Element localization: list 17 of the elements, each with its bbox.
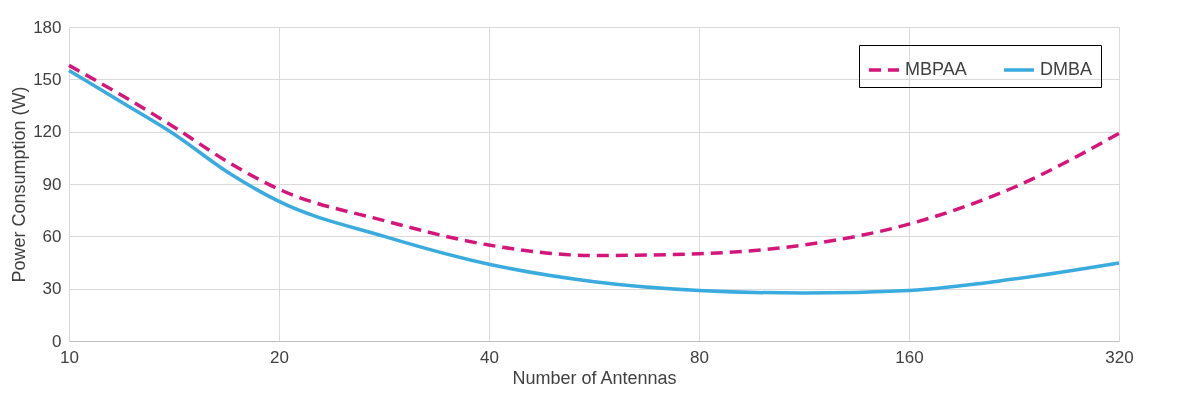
x-axis-title: Number of Antennas [512, 367, 677, 388]
x-tick-label: 20 [270, 347, 289, 367]
legend-label: MBPAA [905, 59, 967, 79]
y-tick-label: 30 [42, 279, 62, 299]
y-axis-title: Power Consumption (W) [9, 86, 30, 283]
y-tick-label: 60 [42, 226, 62, 246]
x-tick-label: 320 [1105, 347, 1134, 367]
x-tick-label: 10 [60, 347, 79, 367]
x-tick-label: 40 [480, 347, 499, 367]
y-tick-label: 180 [33, 17, 62, 37]
y-tick-label: 150 [33, 69, 62, 89]
legend-label: DMBA [1040, 59, 1093, 79]
x-tick-label: 80 [690, 347, 709, 367]
y-tick-label: 0 [52, 331, 62, 351]
x-tick-label: 160 [895, 347, 924, 367]
y-tick-label: 90 [42, 174, 62, 194]
y-tick-label: 120 [33, 122, 62, 142]
